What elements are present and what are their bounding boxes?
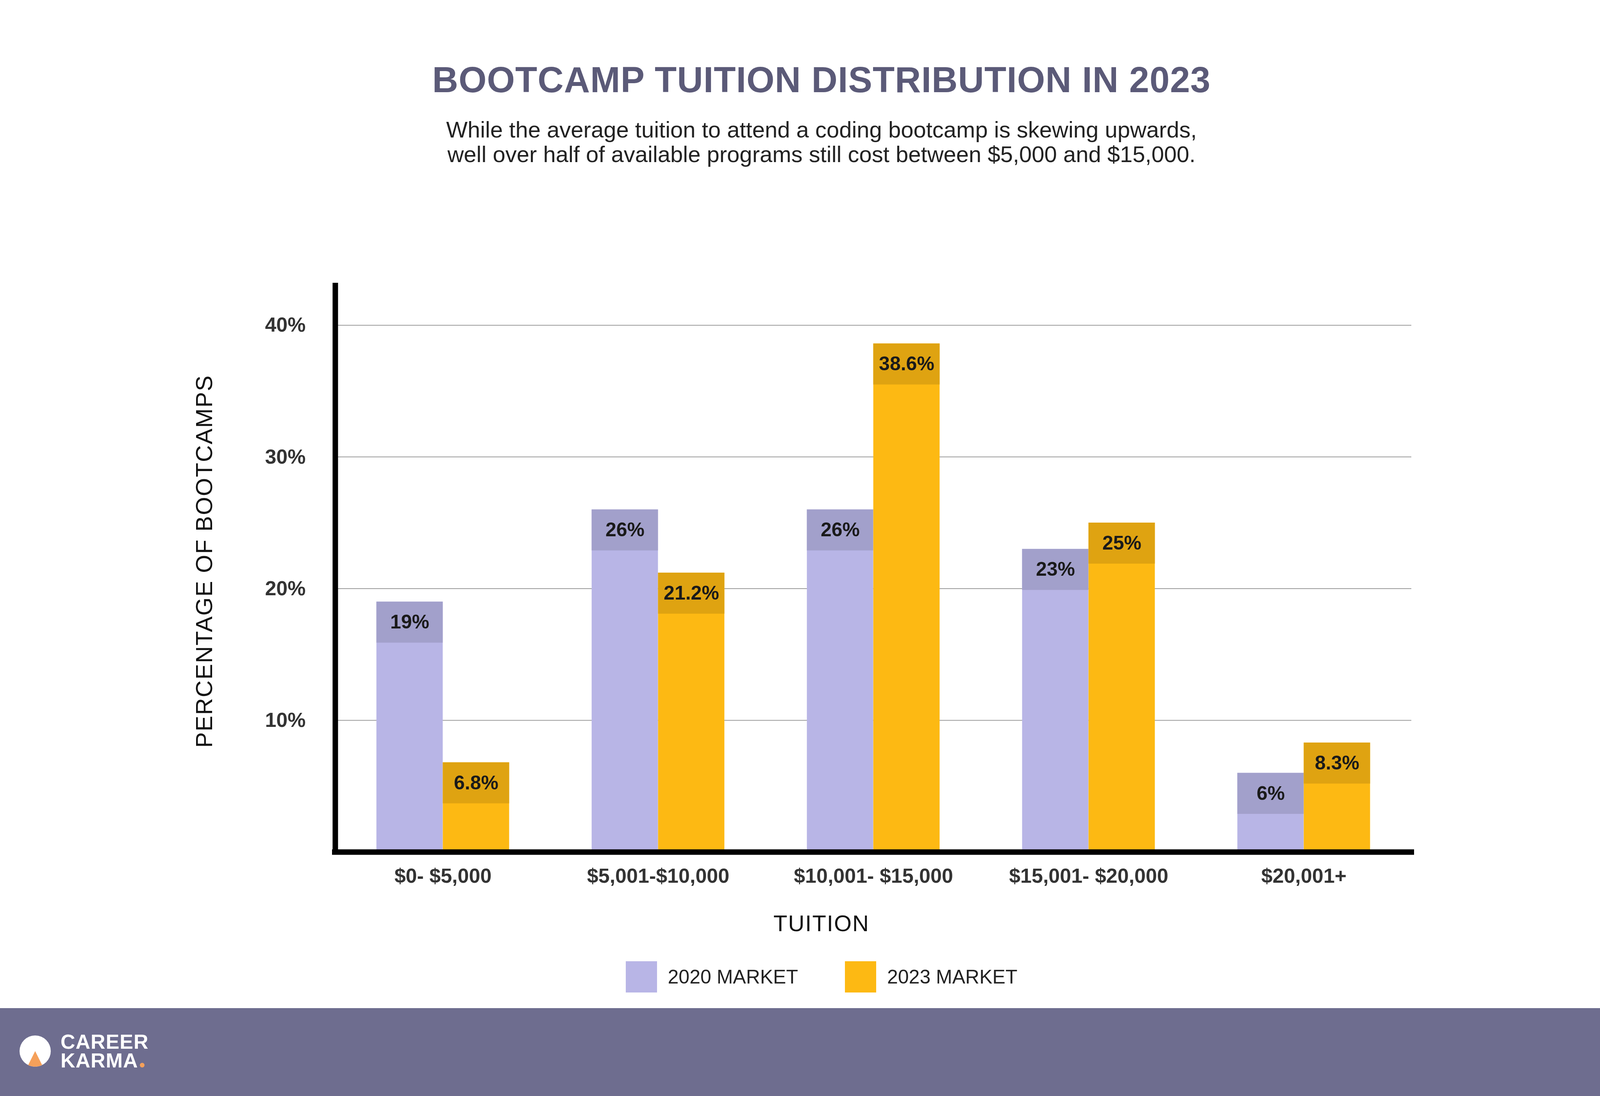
- svg-text:$20,001+: $20,001+: [1261, 864, 1347, 888]
- svg-text:$10,001- $15,000: $10,001- $15,000: [793, 864, 954, 888]
- html-text:2020 MARKET: 2020 MARKET: [667, 966, 799, 988]
- svg-text:10%: 10%: [264, 708, 306, 732]
- svg-text:26%: 26%: [820, 518, 860, 541]
- svg-text:30%: 30%: [264, 445, 306, 468]
- html-text:While the average tuition to a: While the average tuition to attend a co…: [446, 116, 1197, 167]
- svg-text:6%: 6%: [1256, 782, 1285, 805]
- html-text:2023 MARKET: 2023 MARKET: [887, 966, 1018, 988]
- svg-text:20%: 20%: [264, 576, 306, 600]
- html-text:KARMA: KARMA: [60, 1049, 139, 1072]
- html-text:TUITION: TUITION: [773, 910, 870, 936]
- svg-text:38.6%: 38.6%: [878, 352, 935, 375]
- svg-text:$15,001- $20,000: $15,001- $20,000: [1008, 864, 1169, 888]
- svg-text:26%: 26%: [605, 518, 645, 541]
- html-text:BOOTCAMP TUITION DISTRIBUTION: BOOTCAMP TUITION DISTRIBUTION IN 2023: [432, 59, 1211, 100]
- svg-text:21.2%: 21.2%: [663, 582, 720, 604]
- svg-text:25%: 25%: [1102, 532, 1142, 554]
- svg-text:40%: 40%: [264, 313, 306, 336]
- svg-text:6.8%: 6.8%: [453, 771, 499, 794]
- html-text:CAREER: CAREER: [60, 1030, 149, 1054]
- html-text:PERCENTAGE OF BOOTCAMPS: PERCENTAGE OF BOOTCAMPS: [190, 374, 217, 748]
- svg-text:8.3%: 8.3%: [1314, 751, 1360, 774]
- svg-text:19%: 19%: [390, 610, 430, 633]
- svg-text:$0- $5,000: $0- $5,000: [394, 864, 492, 888]
- svg-text:$5,001-$10,000: $5,001-$10,000: [587, 864, 730, 888]
- svg-text:23%: 23%: [1035, 558, 1075, 581]
